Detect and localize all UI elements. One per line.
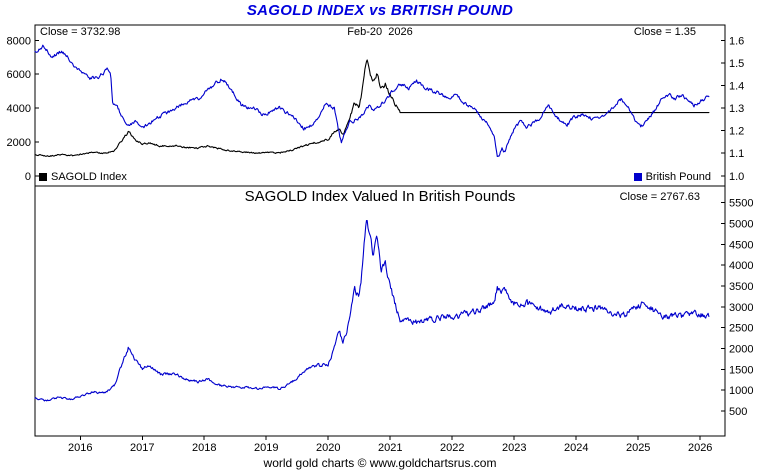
svg-text:2500: 2500 [729, 323, 753, 335]
svg-text:1.2: 1.2 [729, 126, 744, 138]
bottom-close-right-label: Close = 2767.63 [619, 191, 700, 203]
top-close-left-label: Close = 3732.98 [40, 26, 121, 38]
svg-text:1.0: 1.0 [729, 171, 744, 183]
svg-text:2016: 2016 [68, 442, 92, 454]
legend-british-pound: British Pound [633, 171, 711, 183]
svg-text:4000: 4000 [7, 103, 31, 115]
top-close-right-label: Close = 1.35 [633, 26, 696, 38]
svg-text:3000: 3000 [729, 302, 753, 314]
svg-text:4000: 4000 [729, 260, 753, 272]
svg-text:1.6: 1.6 [729, 35, 744, 47]
legend-sagold-label: SAGOLD Index [51, 171, 127, 183]
svg-text:3500: 3500 [729, 281, 753, 293]
blue-square-swatch-icon [633, 173, 642, 181]
svg-text:2026: 2026 [688, 442, 712, 454]
svg-text:2023: 2023 [502, 442, 526, 454]
svg-text:1.3: 1.3 [729, 103, 744, 115]
svg-text:2018: 2018 [192, 442, 216, 454]
svg-text:8000: 8000 [7, 35, 31, 47]
svg-text:5500: 5500 [729, 198, 753, 210]
svg-text:2025: 2025 [626, 442, 650, 454]
svg-text:2017: 2017 [130, 442, 154, 454]
svg-text:1000: 1000 [729, 385, 753, 397]
legend-sagold-index: SAGOLD Index [39, 171, 127, 183]
page-title: SAGOLD INDEX vs BRITISH POUND [246, 2, 514, 19]
black-square-swatch-icon [39, 173, 47, 181]
svg-text:2020: 2020 [316, 442, 340, 454]
svg-text:500: 500 [729, 406, 747, 418]
svg-text:4500: 4500 [729, 239, 753, 251]
svg-text:1500: 1500 [729, 364, 753, 376]
svg-text:1.5: 1.5 [729, 58, 744, 70]
svg-text:2019: 2019 [254, 442, 278, 454]
legend-pound-label: British Pound [645, 171, 711, 183]
svg-text:2000: 2000 [729, 344, 753, 356]
svg-text:1.4: 1.4 [729, 80, 744, 92]
svg-text:6000: 6000 [7, 69, 31, 81]
svg-text:2000: 2000 [7, 137, 31, 149]
svg-text:5000: 5000 [729, 219, 753, 231]
top-date-label: Feb-20 2026 [347, 26, 413, 38]
svg-text:0: 0 [25, 171, 31, 183]
bottom-panel-title: SAGOLD Index Valued In British Pounds [244, 188, 516, 205]
svg-text:2022: 2022 [440, 442, 464, 454]
svg-text:2024: 2024 [564, 442, 588, 454]
svg-text:1.1: 1.1 [729, 148, 744, 160]
svg-text:2021: 2021 [378, 442, 402, 454]
footer-credit: world gold charts © www.goldchartsrus.co… [263, 456, 497, 470]
